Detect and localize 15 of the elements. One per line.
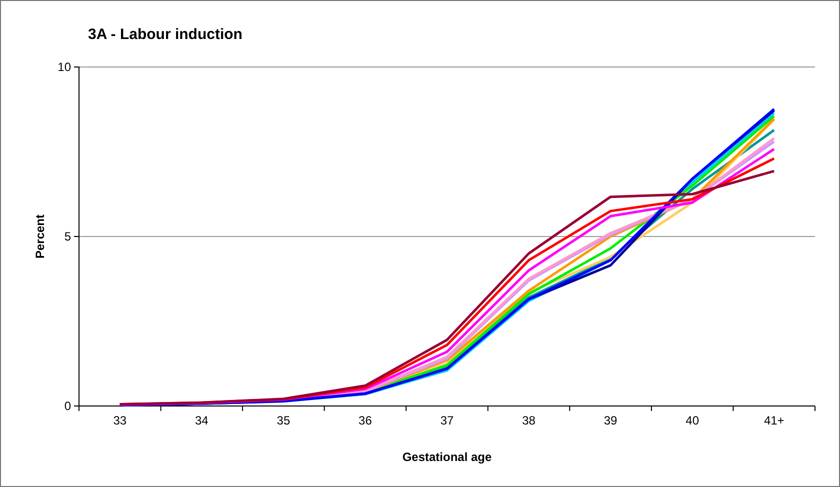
y-tick-label: 0 xyxy=(64,398,72,413)
x-axis-title: Gestational age xyxy=(402,450,492,464)
x-tick-label: 40 xyxy=(686,414,700,428)
x-tick-label: 37 xyxy=(440,414,454,428)
y-axis-title: Percent xyxy=(33,214,47,259)
y-tick-label: 5 xyxy=(64,229,72,244)
x-tick-label: 41+ xyxy=(764,414,784,428)
x-tick-label: 33 xyxy=(113,414,127,428)
x-tick-label: 38 xyxy=(522,414,536,428)
y-tick-label: 10 xyxy=(58,60,72,74)
x-tick-label: 36 xyxy=(358,414,372,428)
x-tick-label: 35 xyxy=(276,414,290,428)
x-tick-label: 34 xyxy=(194,414,209,428)
chart-title: 3A - Labour induction xyxy=(88,26,242,43)
x-tick-label: 39 xyxy=(604,414,618,428)
